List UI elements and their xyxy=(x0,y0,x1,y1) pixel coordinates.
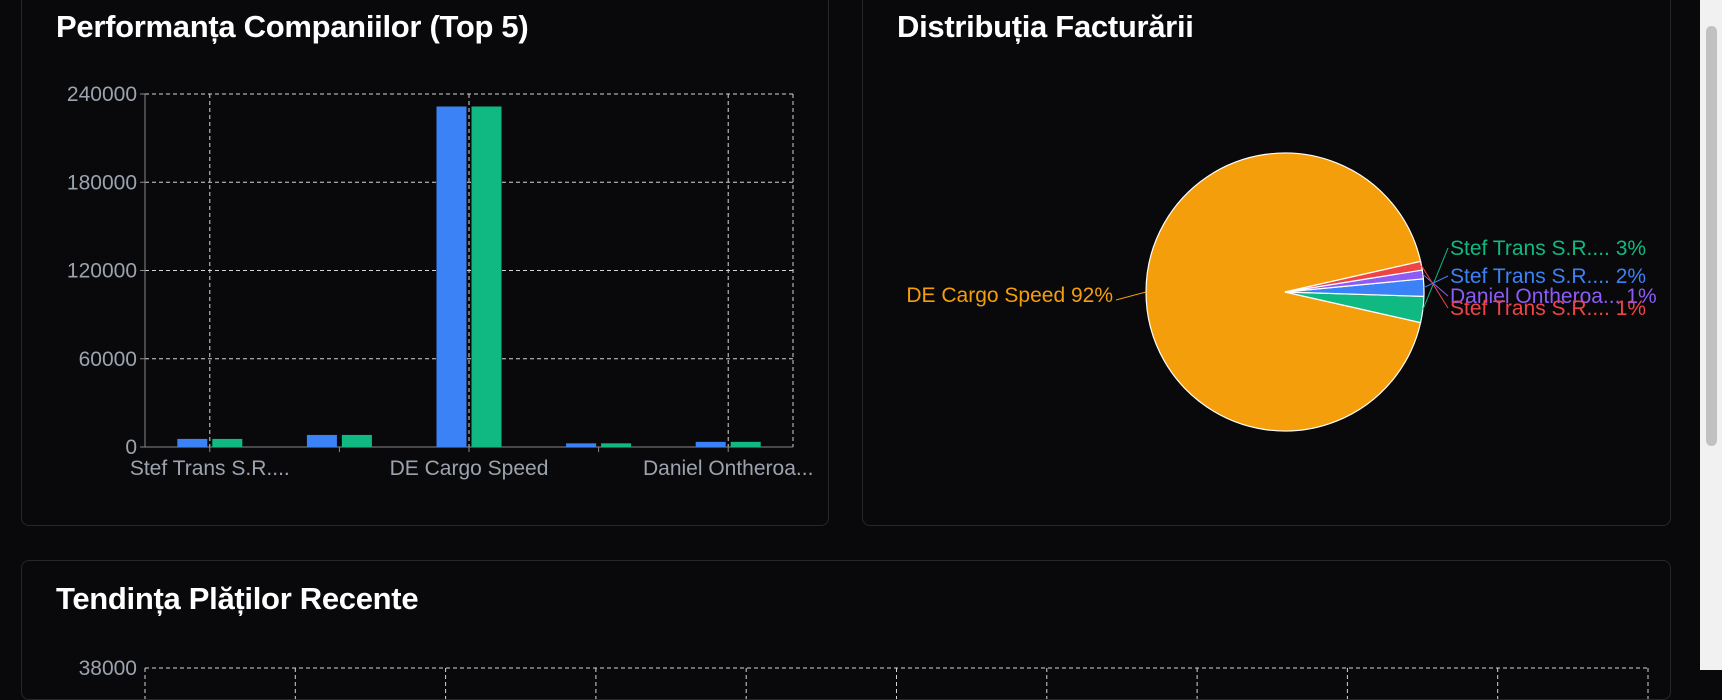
line-chart: 38000 xyxy=(79,657,1649,699)
vertical-scrollbar[interactable] xyxy=(1700,0,1722,670)
y-tick-label: 240000 xyxy=(67,83,137,106)
y-tick-label: 120000 xyxy=(67,260,137,283)
bar-green xyxy=(730,441,761,447)
pie-leader-line xyxy=(1422,274,1449,297)
bar-blue xyxy=(306,434,337,447)
bar-green xyxy=(212,438,243,447)
bar-green xyxy=(341,434,372,447)
bar-green xyxy=(601,443,632,447)
y-tick-label: 0 xyxy=(125,436,137,459)
pie-chart-title: Distribuția Facturării xyxy=(897,9,1194,44)
y-tick-label: 60000 xyxy=(79,348,137,371)
bar-blue xyxy=(695,441,726,447)
pie-label: Daniel Ontheroa... 1% xyxy=(1450,285,1657,308)
company-performance-card: Performanța Companiilor (Top 5) 0 60000 12… xyxy=(21,0,829,526)
x-tick-label: Stef Trans S.R.... xyxy=(130,457,290,480)
pie-label: Stef Trans S.R.... 1% xyxy=(1450,297,1646,320)
scrollbar-thumb[interactable] xyxy=(1706,26,1717,446)
pie-label: Stef Trans S.R.... 3% xyxy=(1450,237,1646,260)
pie-label: Stef Trans S.R.... 2% xyxy=(1450,265,1646,288)
pie-leader-line xyxy=(1423,275,1449,289)
y-tick-label: 38000 xyxy=(79,657,137,680)
billing-distribution-card: Distribuția Facturării DE Cargo Speed 92… xyxy=(862,0,1671,526)
bar-blue xyxy=(177,438,208,447)
pie-leader-line xyxy=(1115,291,1147,301)
pie-leader-line xyxy=(1422,247,1449,310)
recent-payments-trend-card: Tendința Plăților Recente 38000 xyxy=(21,560,1671,700)
bar-chart-title: Performanța Companiilor (Top 5) xyxy=(56,9,529,44)
pie-label: DE Cargo Speed 92% xyxy=(906,284,1113,307)
x-tick-label: Daniel Ontheroa... xyxy=(643,457,813,480)
pie-chart: DE Cargo Speed 92% Stef Trans S.R.... 3% S… xyxy=(906,152,1657,432)
bar-blue xyxy=(436,106,467,448)
bar-blue xyxy=(566,443,597,447)
x-tick-label: DE Cargo Speed xyxy=(390,457,549,480)
bar-green xyxy=(471,106,502,448)
bar-chart: 0 60000 120000 180000 240000 Stef Trans S.R..… xyxy=(67,83,813,480)
y-tick-label: 180000 xyxy=(67,171,137,194)
pie-slice xyxy=(1145,152,1422,432)
pie-leader-line xyxy=(1421,265,1449,309)
line-chart-title: Tendința Plăților Recente xyxy=(56,581,419,616)
